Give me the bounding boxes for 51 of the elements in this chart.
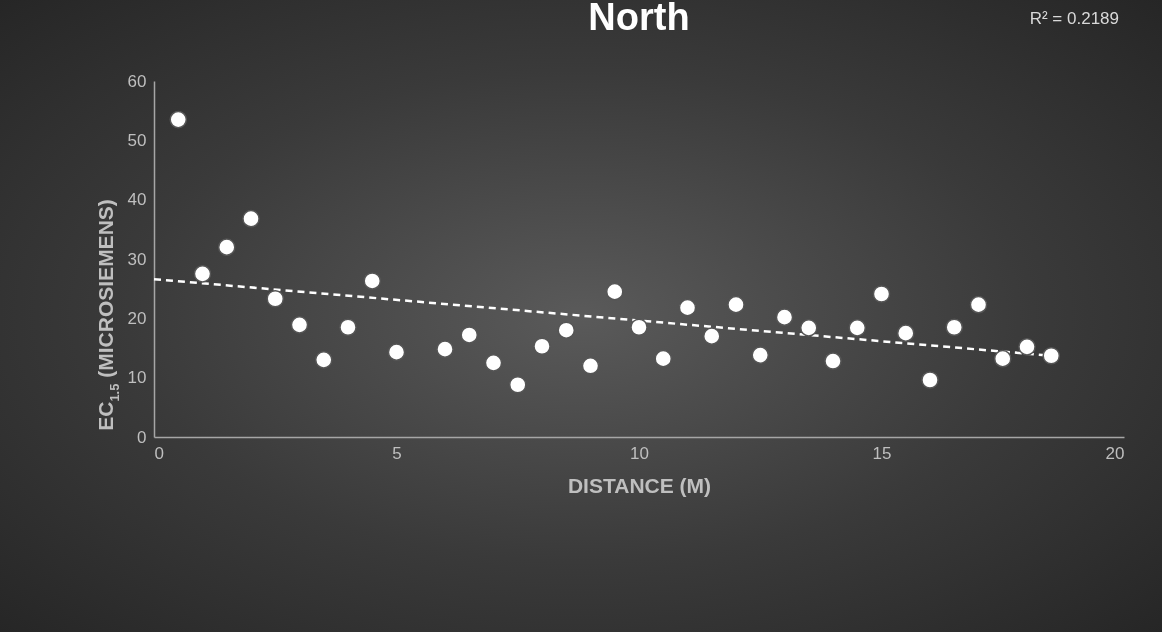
point — [630, 318, 648, 337]
y-tick-label: 60 — [127, 71, 147, 91]
point — [242, 209, 260, 228]
point — [314, 351, 333, 369]
point — [217, 238, 236, 256]
point — [799, 319, 818, 337]
point — [872, 285, 891, 303]
text: R² = 0.2189 — [1029, 9, 1119, 28]
point — [339, 318, 357, 337]
y-tick-label: 0 — [137, 427, 147, 447]
y-tick-label: 40 — [127, 190, 147, 210]
point — [654, 349, 673, 368]
x-tick-label: 5 — [392, 443, 402, 463]
point — [605, 282, 624, 301]
point — [460, 326, 479, 344]
point — [436, 340, 454, 358]
point — [266, 289, 285, 308]
point — [533, 337, 551, 356]
point — [557, 321, 576, 339]
point — [1042, 346, 1061, 365]
x-tick-label: 0 — [154, 443, 164, 463]
point — [775, 308, 794, 326]
point — [193, 265, 212, 283]
point — [896, 324, 915, 342]
point — [945, 318, 964, 337]
y-tick-label: 30 — [127, 249, 147, 269]
point — [1018, 338, 1036, 356]
chart-title: North — [588, 0, 690, 38]
point — [702, 327, 721, 345]
point — [290, 316, 309, 334]
point — [848, 319, 867, 337]
y-tick-label: 50 — [127, 130, 147, 150]
y-tick-label: 10 — [127, 368, 147, 388]
point — [581, 357, 600, 375]
point — [484, 354, 503, 372]
point — [751, 346, 770, 364]
point — [824, 352, 842, 370]
point — [387, 343, 406, 361]
x-axis-title: DISTANCE (M) — [567, 473, 712, 497]
point — [993, 349, 1012, 368]
x-tick-label: 20 — [1105, 443, 1125, 463]
x-tick-label: 10 — [630, 443, 649, 463]
point — [727, 295, 745, 314]
y-tick-label: 20 — [127, 308, 147, 328]
point — [363, 272, 382, 290]
point — [508, 375, 527, 394]
point — [678, 298, 697, 317]
point — [969, 295, 988, 314]
point — [921, 371, 939, 389]
x-tick-label: 15 — [872, 443, 892, 463]
point — [169, 110, 188, 129]
